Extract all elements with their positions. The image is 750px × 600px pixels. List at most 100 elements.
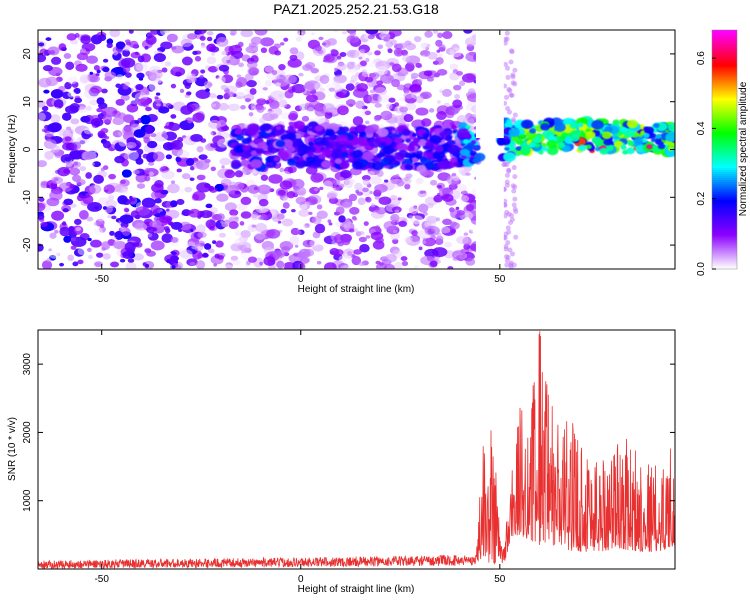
spectrogram-noise-blob — [383, 220, 396, 231]
spectrogram-noise-blob — [449, 221, 458, 227]
spectrogram-noise-blob — [155, 92, 161, 96]
spectrogram-noise-blob — [161, 265, 167, 269]
spectrogram-noise-blob — [92, 161, 101, 168]
spectrogram-x-tick-label: -50 — [94, 274, 109, 285]
spectrogram-x-axis-label: Height of straight line (km) — [298, 284, 415, 295]
spectrogram-signal-blob — [242, 145, 251, 152]
spectrogram-signal-blob — [307, 127, 313, 132]
spectrogram-noise-blob — [374, 195, 380, 200]
spectrogram-noise-blob — [512, 112, 518, 118]
spectrogram-noise-blob — [179, 188, 186, 193]
spectrogram-noise-blob — [71, 81, 79, 88]
spectrogram-noise-blob — [367, 93, 382, 104]
spectrogram-noise-blob — [338, 92, 346, 99]
spectrogram-noise-blob — [120, 94, 130, 101]
colorbar-ticks: 0.0 0.2 0.4 0.6 — [696, 51, 716, 276]
spectrogram-noise-blob — [393, 48, 404, 57]
spectrogram-noise-blob — [375, 237, 384, 244]
spectrogram-noise-blob — [70, 203, 77, 208]
spectrogram-noise-blob — [161, 170, 175, 180]
spectrogram-noise-blob — [180, 105, 193, 115]
snr-line-marks — [38, 331, 675, 569]
spectrogram-noise-blob — [150, 191, 160, 199]
spectrogram-noise-blob — [218, 102, 229, 111]
spectrogram-noise-blob — [165, 154, 173, 160]
colorbar-segment — [712, 129, 737, 133]
spectrogram-noise-blob — [246, 80, 257, 88]
spectrogram-noise-blob — [305, 94, 318, 103]
spectrogram-noise-blob — [459, 195, 470, 203]
spectrogram-noise-blob — [268, 174, 283, 184]
spectrogram-noise-blob — [358, 231, 365, 236]
spectrogram-signal-blob — [462, 131, 471, 138]
spectrogram-noise-blob — [111, 236, 117, 240]
colorbar-segment — [712, 159, 737, 163]
spectrogram-noise-blob — [50, 114, 61, 124]
spectrogram-signal-blob — [655, 134, 662, 140]
spectrogram-noise-blob — [62, 91, 72, 100]
spectrogram-noise-blob — [124, 39, 131, 44]
spectrogram-noise-blob — [427, 51, 438, 60]
spectrogram-signal-blob — [642, 138, 648, 143]
spectrogram-noise-blob — [63, 198, 74, 206]
spectrogram-noise-blob — [216, 41, 223, 46]
spectrogram-noise-blob — [452, 250, 466, 260]
spectrogram-noise-blob — [375, 60, 391, 71]
colorbar-segment — [712, 79, 737, 83]
spectrogram-noise-blob — [427, 202, 434, 209]
colorbar-segment — [712, 177, 737, 180]
spectrogram-noise-blob — [148, 69, 163, 80]
spectrogram-x-ticks: -50 0 50 — [94, 30, 506, 285]
spectrogram-noise-blob — [206, 36, 213, 42]
spectrogram-noise-blob — [444, 241, 452, 248]
spectrogram-signal-blob — [394, 136, 403, 144]
spectrogram-noise-blob — [38, 202, 46, 212]
spectrogram-noise-blob — [70, 245, 77, 250]
spectrogram-noise-blob — [468, 113, 478, 120]
spectrogram-noise-blob — [253, 47, 258, 52]
spectrogram-noise-blob — [209, 187, 218, 193]
spectrogram-noise-blob — [324, 111, 333, 119]
spectrogram-y-ticks: -20 -10 0 10 20 — [22, 48, 675, 252]
spectrogram-noise-blob — [38, 213, 45, 220]
colorbar-segment — [712, 63, 737, 67]
colorbar-segment — [712, 77, 737, 81]
spectrogram-noise-blob — [207, 66, 218, 73]
colorbar-segment — [712, 125, 737, 129]
colorbar-segment — [712, 51, 737, 55]
spectrogram-signal-blob — [450, 157, 458, 163]
spectrogram-noise-blob — [432, 30, 439, 34]
spectrogram-noise-blob — [323, 177, 337, 187]
spectrogram-noise-blob — [241, 250, 246, 254]
colorbar-segment — [712, 213, 737, 216]
spectrogram-noise-blob — [127, 258, 135, 263]
spectrogram-noise-blob — [129, 40, 139, 49]
spectrogram-noise-blob — [301, 115, 310, 122]
colorbar-segment — [712, 47, 737, 51]
colorbar-segment — [712, 233, 737, 236]
spectrogram-noise-blob — [352, 116, 364, 126]
spectrogram-noise-blob — [100, 127, 109, 134]
spectrogram-noise-blob — [383, 36, 391, 42]
spectrogram-noise-blob — [196, 182, 212, 193]
spectrogram-noise-blob — [203, 261, 210, 267]
spectrogram-signal-blob — [308, 141, 314, 147]
spectrogram-noise-blob — [453, 52, 464, 60]
spectrogram-signal-blob — [406, 144, 416, 152]
spectrogram-noise-blob — [231, 214, 236, 219]
spectrogram-noise-blob — [51, 106, 61, 114]
spectrogram-noise-blob — [221, 165, 225, 169]
spectrogram-noise-blob — [265, 100, 270, 105]
spectrogram-noise-blob — [123, 45, 131, 52]
colorbar-segment — [712, 169, 737, 173]
spectrogram-noise-blob — [121, 169, 132, 178]
spectrogram-panel: -50 0 50 -20 -10 0 10 20 Height of straight li… — [7, 29, 676, 295]
spectrogram-signal-blob — [657, 143, 666, 150]
spectrogram-noise-blob — [171, 45, 185, 54]
spectrogram-noise-blob — [70, 118, 80, 125]
spectrogram-noise-blob — [170, 180, 176, 185]
spectrogram-signal-blob — [364, 126, 375, 135]
colorbar-segment — [712, 183, 737, 186]
spectrogram-signal-blob — [599, 147, 609, 155]
